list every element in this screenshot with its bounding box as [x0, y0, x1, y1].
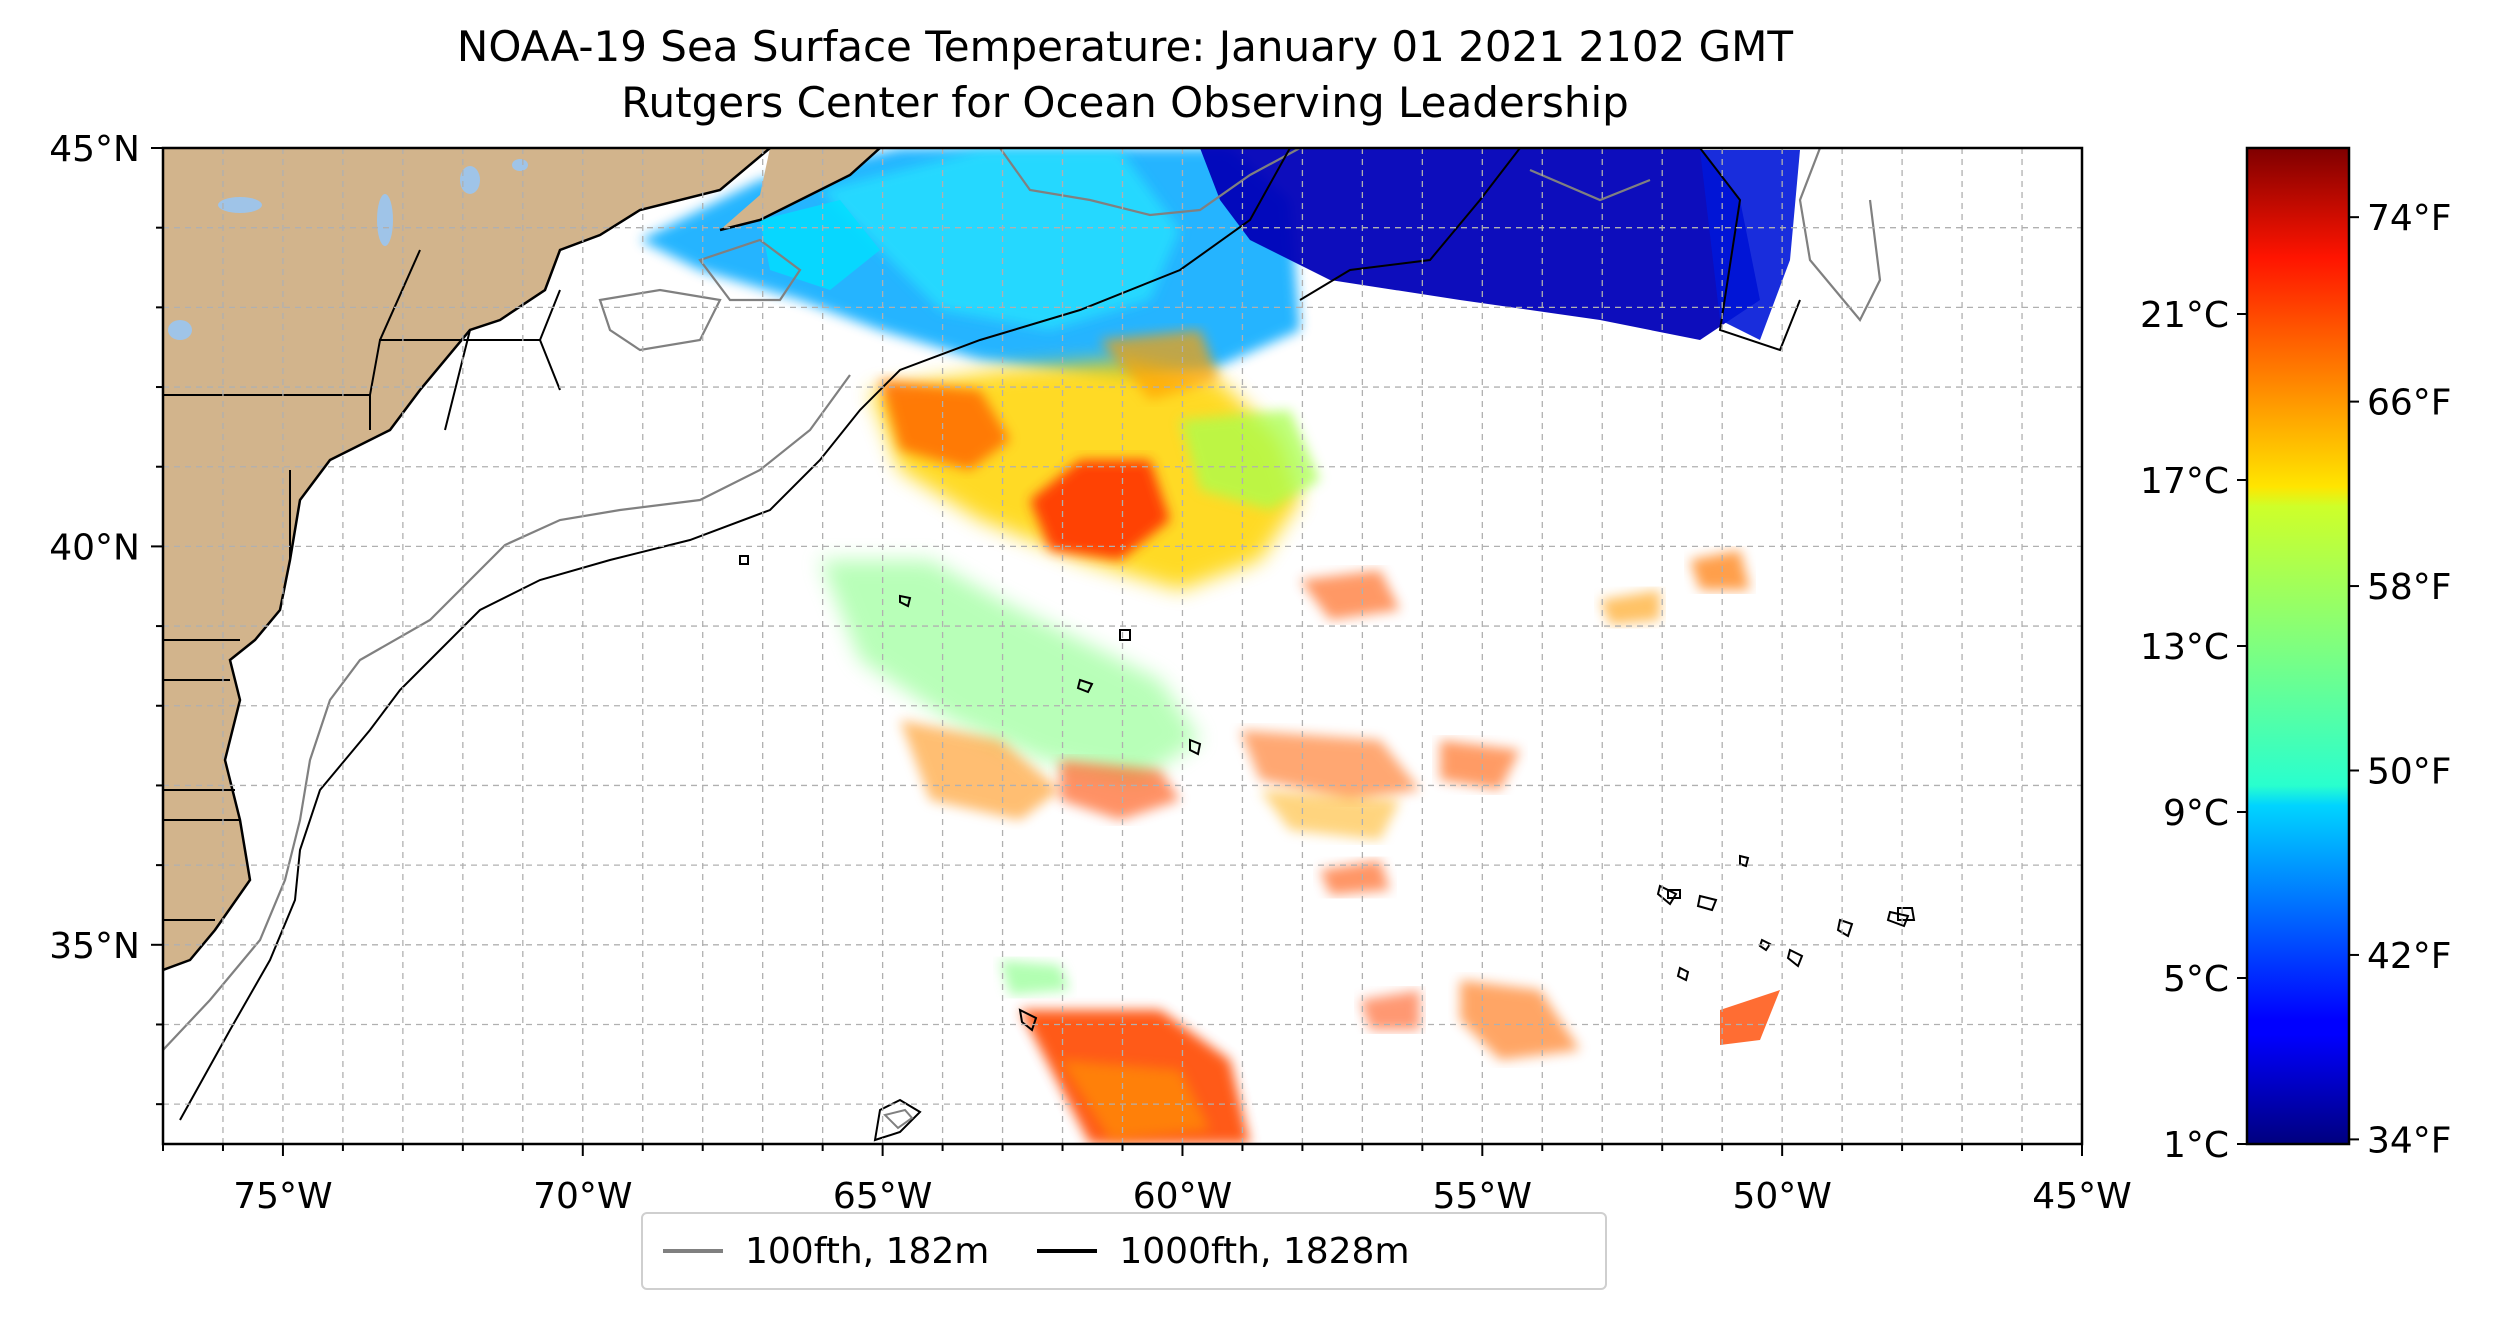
legend-item-1000fth: 1000fth, 1828m	[989, 1230, 1410, 1272]
legend-label-1000fth: 1000fth, 1828m	[1119, 1230, 1410, 1272]
lon-label: 55°W	[1433, 1176, 1532, 1217]
colorbar-celsius-label: 1°C	[2163, 1125, 2229, 1166]
legend-line-100fth	[663, 1249, 723, 1253]
state-borders	[163, 249, 561, 921]
lon-label: 70°W	[533, 1176, 632, 1217]
colorbar: 1°C 5°C 9°C 13°C 17°C 21°C 34°F 42°F 50°F 58°F 66…	[2140, 146, 2452, 1166]
colorbar-gradient	[2247, 148, 2349, 1144]
colorbar-celsius-label: 13°C	[2140, 627, 2229, 668]
colorbar-fahrenheit-label: 42°F	[2367, 936, 2452, 977]
lon-label: 75°W	[233, 1176, 332, 1217]
lat-label: 45°N	[49, 129, 140, 170]
lon-label: 60°W	[1133, 1176, 1232, 1217]
colorbar-celsius-label: 17°C	[2140, 461, 2229, 502]
colorbar-celsius-label: 9°C	[2163, 793, 2229, 834]
map-title: NOAA-19 Sea Surface Temperature: January…	[456, 22, 1794, 71]
colorbar-celsius-label: 21°C	[2140, 295, 2229, 336]
sst-imagery	[640, 148, 1800, 1144]
colorbar-fahrenheit-ticks: 34°F 42°F 50°F 58°F 66°F 74°F	[2349, 198, 2452, 1161]
land-mass	[163, 148, 880, 970]
lon-label: 65°W	[833, 1176, 932, 1217]
legend-label-100fth: 100fth, 182m	[745, 1230, 990, 1272]
latitude-labels: 45°N 40°N 35°N	[49, 129, 140, 967]
lat-label: 40°N	[49, 527, 140, 568]
gridlines	[163, 148, 2082, 1144]
colorbar-celsius-ticks: 1°C 5°C 9°C 13°C 17°C 21°C	[2140, 295, 2247, 1166]
colorbar-fahrenheit-label: 50°F	[2367, 752, 2452, 793]
legend-line-1000fth	[1037, 1249, 1098, 1253]
isobath-100fth	[163, 148, 1882, 1051]
colorbar-fahrenheit-label: 58°F	[2367, 567, 2452, 608]
lon-label: 45°W	[2032, 1176, 2131, 1217]
colorbar-fahrenheit-label: 34°F	[2367, 1120, 2452, 1161]
isobath-1000fth	[179, 148, 1916, 1142]
lat-label: 35°N	[49, 926, 140, 967]
colorbar-fahrenheit-label: 66°F	[2367, 383, 2452, 424]
coastline	[163, 148, 881, 972]
colorbar-fahrenheit-label: 74°F	[2367, 198, 2452, 239]
legend: 100fth, 182m 1000fth, 1828m	[641, 1212, 1607, 1290]
longitude-labels: 75°W 70°W 65°W 60°W 55°W 50°W 45°W	[233, 1176, 2131, 1217]
colorbar-celsius-label: 5°C	[2163, 959, 2229, 1000]
axis-ticks	[151, 147, 2083, 1156]
lon-label: 50°W	[1732, 1176, 1831, 1217]
map-subtitle: Rutgers Center for Ocean Observing Leade…	[621, 78, 1629, 127]
legend-item-100fth: 100fth, 182m	[643, 1231, 989, 1272]
